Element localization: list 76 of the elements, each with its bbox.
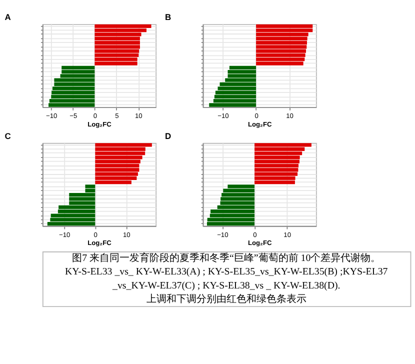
bar <box>256 24 313 28</box>
bar <box>228 74 256 78</box>
bar <box>229 66 256 70</box>
bar <box>254 172 298 176</box>
bar <box>50 218 96 222</box>
bar <box>48 103 95 107</box>
bar <box>52 86 95 90</box>
bar <box>254 151 302 156</box>
bar <box>220 197 255 201</box>
bar <box>69 197 96 201</box>
bar <box>95 172 138 176</box>
bar <box>207 218 255 222</box>
bar <box>69 192 96 197</box>
bar <box>254 180 295 184</box>
bar <box>228 70 256 74</box>
chart-title: C <box>4 130 11 141</box>
bar <box>256 36 308 40</box>
bar <box>54 78 95 82</box>
bar <box>95 151 146 156</box>
bar <box>254 164 299 168</box>
bar <box>94 62 138 66</box>
bar <box>256 49 306 53</box>
bar <box>58 205 96 210</box>
bar <box>50 214 96 218</box>
bar <box>95 156 142 160</box>
bar <box>62 66 95 70</box>
bar <box>94 24 152 28</box>
caption: 图7 来自同一发育阶段的夏季和冬季“巨峰”葡萄的前 10个差异代谢物。 <box>72 252 381 264</box>
bar <box>210 214 255 218</box>
bar <box>210 210 255 214</box>
bar <box>256 28 313 32</box>
bar <box>94 45 140 49</box>
bar <box>213 99 256 103</box>
bar <box>254 176 296 180</box>
bar <box>223 188 255 192</box>
bar <box>95 176 137 180</box>
bar <box>256 53 306 58</box>
bar <box>209 103 256 107</box>
bar <box>94 40 140 45</box>
bar <box>254 168 298 172</box>
text: 上调和下调分别由红色和绿色条表示 <box>146 293 306 306</box>
bar <box>254 160 300 164</box>
text: _vs_KY-W-EL37(C) ; KY-S-EL38_vs _ KY-W-EL38(D). <box>111 280 340 292</box>
bar <box>62 70 95 74</box>
bar <box>94 49 140 53</box>
bar <box>95 143 152 147</box>
bar <box>214 94 256 99</box>
bar <box>94 58 138 62</box>
bar <box>54 82 95 86</box>
bar <box>256 58 305 62</box>
bar <box>256 40 307 45</box>
bar <box>256 32 308 36</box>
bar <box>254 156 300 160</box>
bar <box>220 201 255 205</box>
chart-title: B <box>165 12 172 22</box>
bar <box>85 184 96 188</box>
bar <box>95 168 140 172</box>
bar <box>206 222 255 226</box>
bar <box>218 86 256 90</box>
bar <box>256 45 307 49</box>
bar <box>51 94 95 99</box>
bar <box>47 222 96 226</box>
bar <box>254 143 312 147</box>
bar <box>95 160 140 164</box>
bar <box>94 36 140 40</box>
bar <box>49 99 95 103</box>
bar <box>220 82 256 86</box>
bar <box>94 53 139 58</box>
text: KY-S-EL33 _vs_ KY-W-EL33(A) ; KY-S-EL35_vs_KY-W-EL35(B) ;KYS-EL37 <box>64 266 388 278</box>
bar <box>222 192 255 197</box>
bar <box>52 90 95 94</box>
chart-title: A <box>4 12 11 22</box>
bar <box>256 62 304 66</box>
chart-title: D <box>165 130 172 141</box>
bar <box>215 90 256 94</box>
bar <box>95 164 140 168</box>
